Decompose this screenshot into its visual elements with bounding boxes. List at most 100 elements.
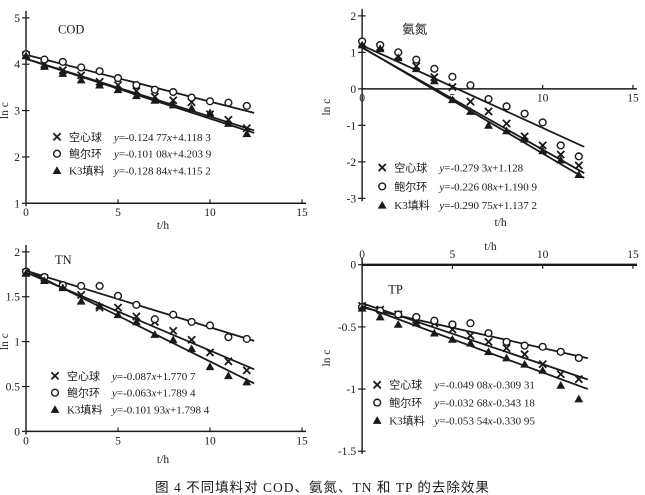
legend-item: 鲍尔环 y=-0.101 08x+4.203 9 <box>52 147 212 161</box>
circle-marker-icon <box>378 182 387 191</box>
triangle-marker-icon <box>574 170 584 178</box>
y-tick-label: 0 <box>14 426 20 438</box>
circle-marker-icon <box>150 85 159 94</box>
triangle-marker-icon <box>242 377 252 386</box>
cross-marker-icon <box>484 337 493 347</box>
fit-line <box>361 44 585 148</box>
cross-marker-icon <box>132 312 141 321</box>
y-tick-label: 2 <box>14 152 20 164</box>
triangle-marker-icon <box>50 405 60 413</box>
x-tick-label: 10 <box>204 435 216 447</box>
circle-marker-icon <box>484 329 493 338</box>
legend-series-name: 鲍尔环 <box>389 396 422 410</box>
legend-item: K3填料 y=-0.290 75x+1.137 2 <box>377 198 537 212</box>
circle-marker-icon <box>242 101 251 111</box>
y-axis-title: ln c <box>322 350 333 367</box>
legend-item: 鲍尔环 y=-0.063x+1.789 4 <box>50 386 196 400</box>
circle-marker-icon <box>538 342 547 351</box>
circle-marker-icon <box>95 67 104 76</box>
circle-marker-icon <box>466 319 475 328</box>
triangle-marker-icon <box>132 317 141 326</box>
circle-marker-icon <box>113 74 123 83</box>
cross-marker-icon <box>168 326 178 336</box>
triangle-marker-icon <box>375 312 385 321</box>
x-tick-label: 10 <box>204 207 216 219</box>
triangle-marker-icon <box>187 344 196 353</box>
subplot-grid: 1 2 3 4 5 0 5 10 15 COD t/h ln c 空心球 y=-0.124 77x+4.1… <box>0 8 645 476</box>
circle-marker-icon <box>520 109 529 118</box>
y-tick-label: 1 <box>14 198 20 210</box>
triangle-marker-icon <box>538 366 548 374</box>
legend-equation: y=-0.063x+1.789 4 <box>111 388 196 400</box>
x-tick-label: 0 <box>23 435 29 447</box>
y-axis: -1.5 -1 -0.5 0 <box>338 257 366 458</box>
x-tick-label: 15 <box>627 93 639 105</box>
cross-marker-icon <box>76 290 86 300</box>
y-tick-label: 3 <box>14 106 20 118</box>
triangle-marker-icon <box>429 328 439 337</box>
legend-series-name: K3填料 <box>67 403 102 417</box>
series-1 <box>358 302 589 363</box>
triangle-marker-icon <box>168 335 178 344</box>
x-axis-title: t/h <box>484 241 496 253</box>
cross-marker-icon <box>538 141 547 150</box>
x-tick-label: 15 <box>296 435 308 447</box>
circle-marker-icon <box>412 55 421 64</box>
legend-equation: y=-0.053 54x-0.330 95 <box>433 415 535 427</box>
y-tick-label: 5 <box>14 13 20 25</box>
legend-equation: y=-0.290 75x+1.137 2 <box>438 200 537 212</box>
y-tick-label: 2 <box>14 247 20 259</box>
triangle-marker-icon <box>556 155 566 164</box>
x-axis: 0 5 10 15 <box>359 249 639 269</box>
triangle-marker-icon <box>484 347 493 356</box>
legend-item: 空心球 y=-0.049 08x-0.309 31 <box>372 378 535 392</box>
subplot-tp: -1.5 -1 -0.5 0 0 5 10 15 TP t/h ln c 空心球 y=-0.049 08… <box>322 238 645 476</box>
legend-item: K3填料 y=-0.053 54x-0.330 95 <box>372 413 535 427</box>
cross-marker-icon <box>372 380 382 389</box>
legend-series-name: 空心球 <box>389 378 422 392</box>
circle-marker-icon <box>502 337 511 346</box>
legend-series-name: 鲍尔环 <box>69 147 102 161</box>
triangle-marker-icon <box>150 96 160 104</box>
cross-marker-icon <box>538 360 547 369</box>
x-tick-label: 0 <box>359 93 365 105</box>
cross-marker-icon <box>187 335 196 345</box>
x-tick-label: 0 <box>23 207 29 219</box>
circle-marker-icon <box>520 341 529 350</box>
circle-marker-icon <box>150 315 159 324</box>
y-axis-title: ln c <box>0 333 11 350</box>
series-2 <box>357 303 589 403</box>
series-1 <box>21 267 255 344</box>
legend-series-name: K3填料 <box>69 164 104 178</box>
circle-marker-icon <box>169 87 178 97</box>
cross-marker-icon <box>224 357 233 366</box>
cross-marker-icon <box>502 343 511 353</box>
cross-marker-icon <box>484 107 493 116</box>
triangle-marker-icon <box>58 283 68 292</box>
x-tick-label: 10 <box>537 249 549 261</box>
cross-marker-icon <box>52 132 62 142</box>
cross-marker-icon <box>502 119 511 128</box>
legend: 空心球 y=-0.049 08x-0.309 31 鲍尔环 y=-0.032 68x-… <box>372 378 535 427</box>
cross-marker-icon <box>556 150 565 159</box>
series-2 <box>357 40 585 179</box>
circle-marker-icon <box>430 64 439 73</box>
y-tick-label: 0 <box>350 260 356 272</box>
triangle-marker-icon <box>447 95 457 104</box>
triangle-marker-icon <box>447 334 457 343</box>
cross-marker-icon <box>113 303 123 312</box>
cross-marker-icon <box>520 350 529 359</box>
triangle-marker-icon <box>113 310 123 319</box>
circle-marker-icon <box>113 291 123 300</box>
circle-marker-icon <box>132 81 141 90</box>
circle-marker-icon <box>205 97 215 106</box>
plot-title: TN <box>55 253 72 267</box>
triangle-marker-icon <box>377 200 387 209</box>
circle-marker-icon <box>77 63 86 72</box>
series-1 <box>21 49 255 114</box>
y-tick-label: -1.5 <box>338 446 357 458</box>
triangle-marker-icon <box>187 103 196 112</box>
triangle-marker-icon <box>393 53 403 62</box>
y-tick-label: 2 <box>350 11 356 23</box>
